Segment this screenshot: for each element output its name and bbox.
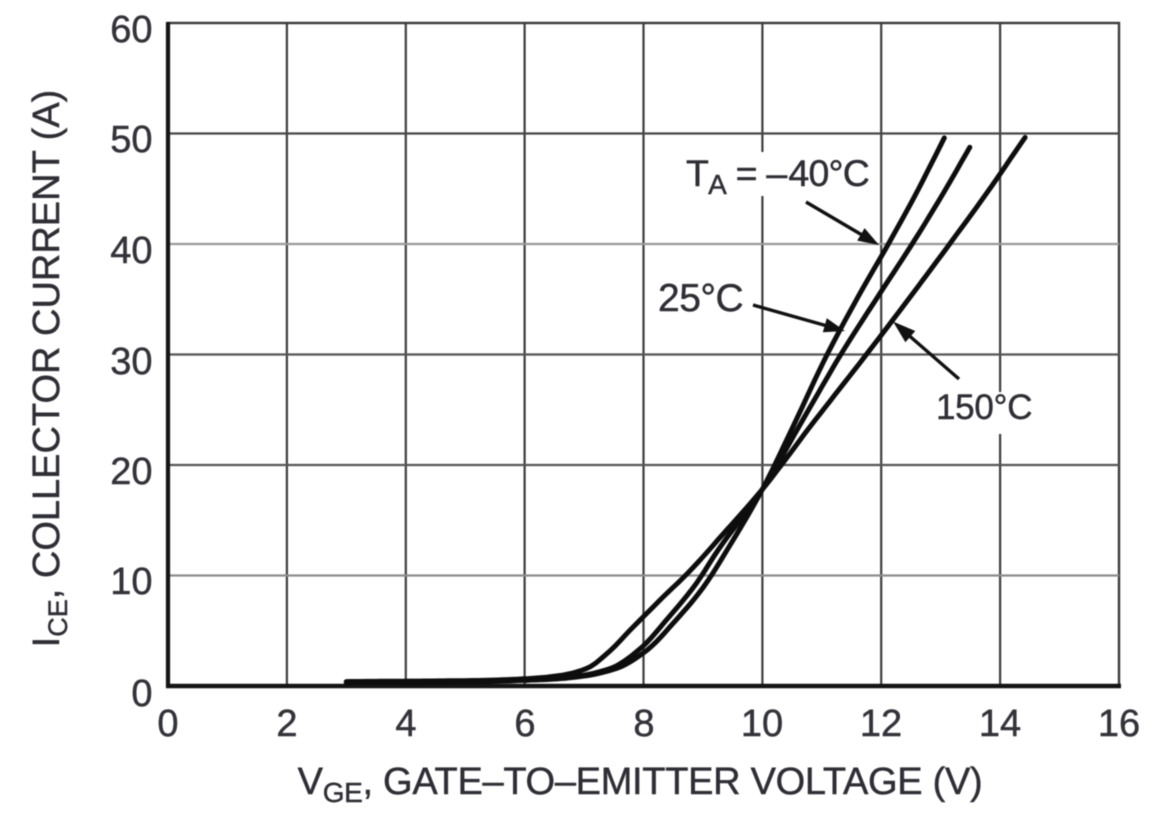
svg-text:0: 0 [157,703,178,745]
svg-text:0: 0 [131,673,152,715]
svg-text:6: 6 [514,703,535,745]
svg-text:50: 50 [110,119,152,161]
svg-text:16: 16 [1098,703,1140,745]
svg-text:150°C: 150°C [936,388,1032,427]
svg-text:2: 2 [276,703,297,745]
svg-text:TA = –40°C: TA = –40°C [686,152,869,200]
svg-text:8: 8 [633,703,654,745]
svg-text:VGE, GATE–TO–EMITTER VOLTAGE (: VGE, GATE–TO–EMITTER VOLTAGE (V) [298,761,983,808]
svg-text:30: 30 [110,341,152,383]
svg-text:12: 12 [860,703,902,745]
svg-text:60: 60 [110,9,152,51]
svg-text:20: 20 [110,451,152,493]
svg-text:40: 40 [110,230,152,272]
svg-text:10: 10 [110,561,152,603]
svg-text:4: 4 [395,703,416,745]
svg-text:25°C: 25°C [658,277,743,320]
svg-text:14: 14 [979,703,1021,745]
svg-text:ICE, COLLECTOR CURRENT (A): ICE, COLLECTOR CURRENT (A) [26,90,73,648]
svg-text:10: 10 [741,703,783,745]
